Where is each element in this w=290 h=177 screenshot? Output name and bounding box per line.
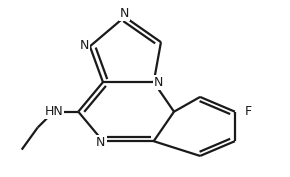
- Text: N: N: [79, 39, 89, 52]
- Text: N: N: [154, 76, 164, 89]
- Text: N: N: [96, 136, 106, 149]
- Text: N: N: [120, 7, 129, 20]
- Text: F: F: [244, 105, 251, 118]
- Text: HN: HN: [44, 105, 63, 118]
